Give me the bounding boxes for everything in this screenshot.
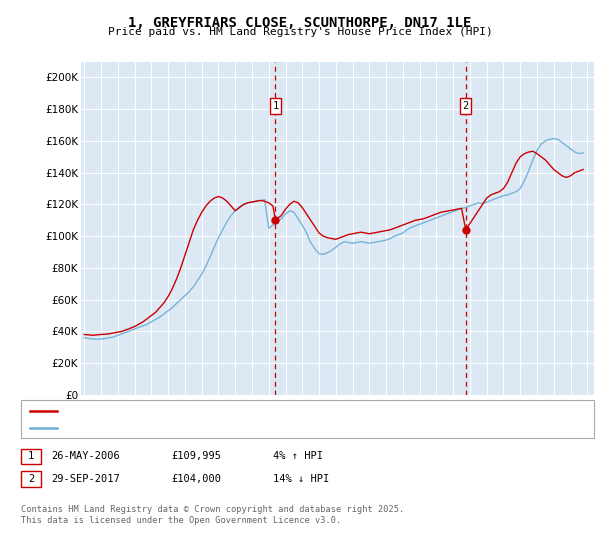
Text: Price paid vs. HM Land Registry's House Price Index (HPI): Price paid vs. HM Land Registry's House … (107, 27, 493, 37)
Text: 26-MAY-2006: 26-MAY-2006 (51, 451, 120, 461)
Text: 1: 1 (28, 451, 34, 461)
Text: 14% ↓ HPI: 14% ↓ HPI (273, 474, 329, 484)
Text: £104,000: £104,000 (171, 474, 221, 484)
Text: HPI: Average price, semi-detached house, North Lincolnshire: HPI: Average price, semi-detached house,… (62, 424, 401, 433)
Text: Contains HM Land Registry data © Crown copyright and database right 2025.
This d: Contains HM Land Registry data © Crown c… (21, 505, 404, 525)
Text: 2: 2 (463, 101, 469, 111)
Text: 1: 1 (272, 101, 278, 111)
Text: 1, GREYFRIARS CLOSE, SCUNTHORPE, DN17 1LE: 1, GREYFRIARS CLOSE, SCUNTHORPE, DN17 1L… (128, 16, 472, 30)
Text: £109,995: £109,995 (171, 451, 221, 461)
Text: 2: 2 (28, 474, 34, 484)
Text: 1, GREYFRIARS CLOSE, SCUNTHORPE, DN17 1LE (semi-detached house): 1, GREYFRIARS CLOSE, SCUNTHORPE, DN17 1L… (62, 406, 424, 415)
Text: 29-SEP-2017: 29-SEP-2017 (51, 474, 120, 484)
Text: 4% ↑ HPI: 4% ↑ HPI (273, 451, 323, 461)
